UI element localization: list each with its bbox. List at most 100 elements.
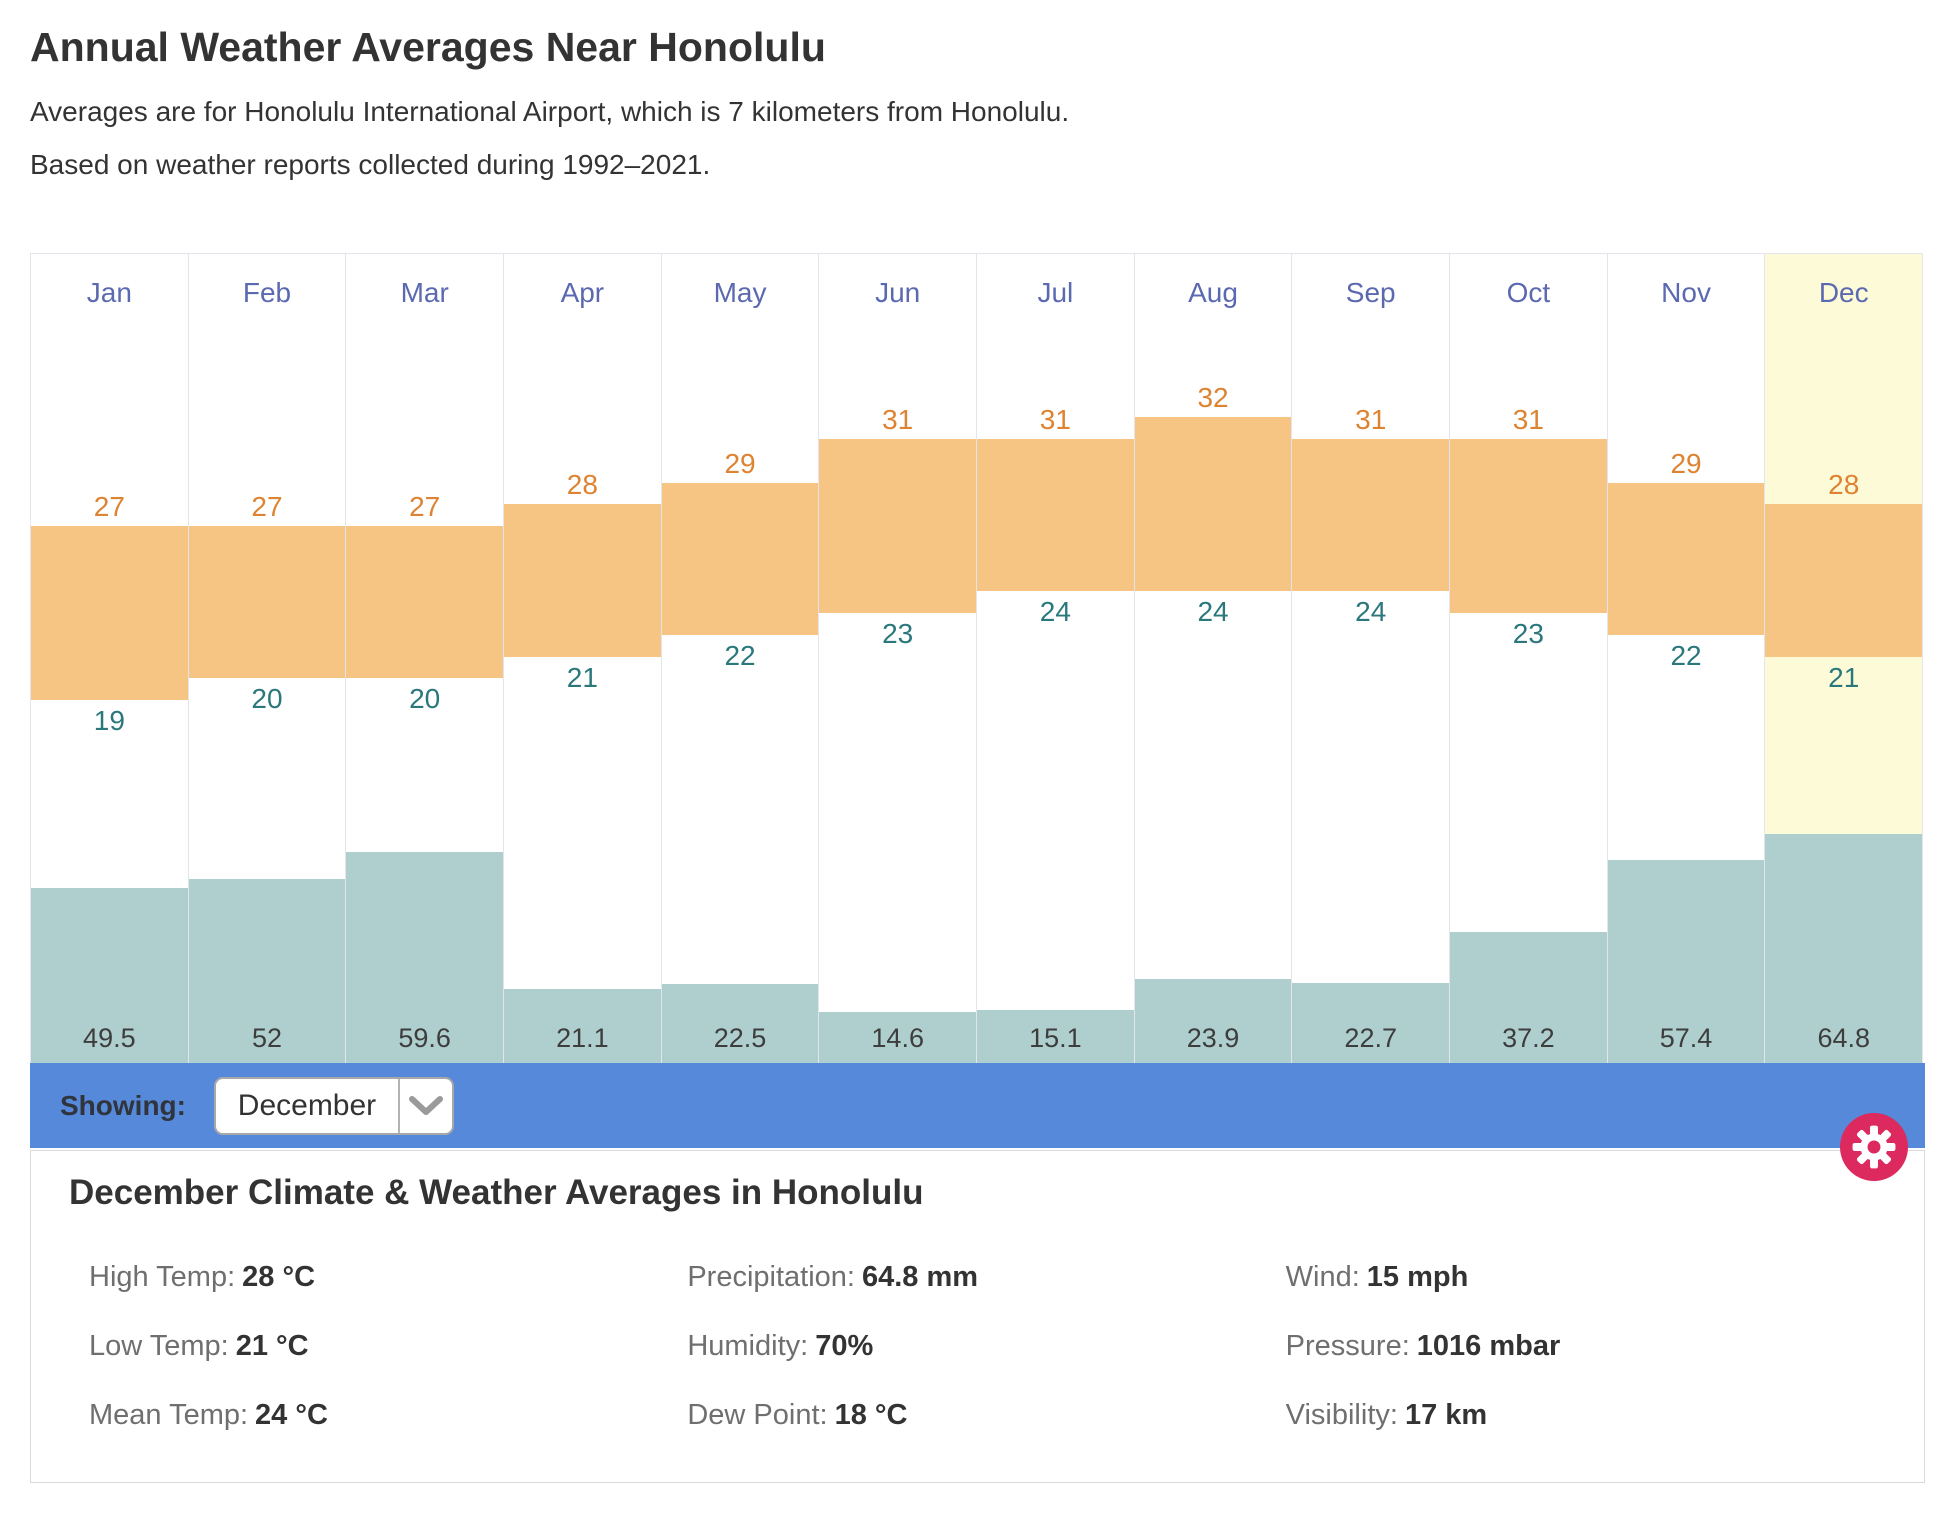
stat-item: Visibility: 17 km: [1286, 1397, 1884, 1433]
temp-range-bar: [346, 526, 504, 679]
high-temp-value: 27: [251, 491, 283, 522]
high-temp-value: 27: [409, 491, 441, 522]
precipitation-value: 37.2: [1502, 1023, 1555, 1053]
stat-value: 24 °C: [255, 1399, 328, 1431]
showing-label: Showing:: [60, 1089, 186, 1121]
low-temp-value: 20: [251, 683, 283, 715]
page-title: Annual Weather Averages Near Honolulu: [30, 24, 826, 70]
precipitation-value: 14.6: [871, 1023, 924, 1053]
month-label: Jun: [875, 277, 921, 308]
stat-label: Pressure:: [1285, 1330, 1410, 1362]
precipitation-value: 22.7: [1344, 1023, 1397, 1053]
month-column-sep: Sep 31 24 22.7: [1292, 254, 1451, 1064]
month-label: Jan: [86, 277, 132, 308]
temp-range-bar: [1134, 417, 1292, 592]
month-column-may: May 29 22 22.5: [661, 254, 820, 1064]
stat-value: 70%: [815, 1330, 874, 1362]
stats-column: High Temp: 28 °C Low Temp: 21 °C Mean Temp: 2…: [89, 1259, 687, 1466]
stat-label: Precipitation:: [687, 1261, 855, 1293]
stat-value: 21 °C: [235, 1330, 309, 1362]
temp-range-bar: [1765, 504, 1923, 657]
low-temp-value: 19: [93, 705, 125, 736]
high-temp-value: 32: [1197, 382, 1229, 414]
precipitation-value: 15.1: [1029, 1023, 1082, 1053]
settings-button[interactable]: [1840, 1113, 1908, 1181]
stats-column: Precipitation: 64.8 mm Humidity: 70% Dew Poi…: [687, 1259, 1285, 1466]
low-temp-value: 20: [409, 683, 441, 715]
stat-label: Humidity:: [687, 1330, 809, 1362]
low-temp-value: 23: [1512, 618, 1544, 649]
month-label: Apr: [560, 277, 605, 308]
stat-label: Dew Point:: [687, 1399, 828, 1431]
precipitation-bar: [819, 1012, 977, 1064]
stat-value: 18 °C: [834, 1399, 908, 1431]
stat-value: 17 km: [1404, 1399, 1488, 1431]
precipitation-bar: [1765, 833, 1923, 1064]
month-label: Dec: [1818, 277, 1869, 308]
temp-range-bar: [1607, 482, 1765, 635]
chevron-down-icon: [400, 1095, 452, 1117]
month-label: May: [713, 277, 767, 308]
precipitation-value: 59.6: [398, 1023, 451, 1053]
high-temp-value: 28: [1828, 469, 1860, 501]
gear-icon: [1851, 1124, 1897, 1170]
temp-range-bar: [819, 439, 977, 613]
weather-chart: Jan 27 19 49.5 Feb 27 20 52 Mar 27 20 59.6 Apr 28 21 21…: [30, 253, 1923, 1064]
stat-item: Wind: 15 mph: [1286, 1259, 1884, 1295]
month-label: Sep: [1345, 277, 1396, 308]
precipitation-bar: [188, 879, 346, 1064]
temp-range-bar: [31, 526, 188, 700]
high-temp-value: 31: [1039, 404, 1071, 435]
month-label: Aug: [1188, 277, 1238, 308]
stats-grid: High Temp: 28 °C Low Temp: 21 °C Mean Temp: 2…: [89, 1259, 1884, 1466]
low-temp-value: 21: [1828, 661, 1860, 693]
month-column-oct: Oct 31 23 37.2: [1450, 254, 1608, 1064]
precipitation-value: 21.1: [556, 1023, 609, 1053]
month-column-jun: Jun 31 23 14.6: [819, 254, 978, 1064]
month-column-jul: Jul 31 24 15.1: [977, 254, 1135, 1064]
low-temp-value: 24: [1039, 596, 1071, 628]
stat-item: Mean Temp: 24 °C: [89, 1397, 687, 1433]
precipitation-bar: [504, 989, 661, 1064]
month-label: Feb: [242, 277, 292, 308]
month-dropdown[interactable]: December: [213, 1076, 454, 1135]
precipitation-bar: [1607, 860, 1765, 1064]
high-temp-value: 29: [724, 447, 756, 479]
stat-value: 28 °C: [242, 1261, 316, 1293]
temp-range-bar: [977, 439, 1134, 592]
stat-item: Humidity: 70%: [687, 1328, 1285, 1364]
month-column-mar: Mar 27 20 59.6: [346, 254, 505, 1064]
month-label: Mar: [400, 277, 449, 308]
precipitation-value: 64.8: [1817, 1023, 1870, 1053]
temp-range-bar: [504, 504, 661, 657]
month-column-nov: Nov 29 22 57.4: [1607, 254, 1766, 1064]
precipitation-value: 52: [251, 1023, 283, 1053]
low-temp-value: 22: [1670, 639, 1702, 671]
temp-range-bar: [1292, 439, 1450, 592]
precipitation-bar: [1292, 983, 1450, 1064]
high-temp-value: 31: [1355, 404, 1387, 435]
stat-value: 1016 mbar: [1416, 1330, 1561, 1362]
precipitation-value: 57.4: [1659, 1023, 1713, 1053]
stat-item: Precipitation: 64.8 mm: [687, 1259, 1285, 1295]
subtitle-period: Based on weather reports collected durin…: [30, 149, 711, 180]
low-temp-value: 22: [724, 639, 756, 671]
month-detail-panel: December Climate & Weather Averages in H…: [30, 1150, 1925, 1483]
month-column-dec: Dec 28 21 64.8: [1765, 254, 1923, 1064]
precipitation-bar: [1450, 931, 1607, 1064]
precipitation-bar: [31, 888, 188, 1064]
stat-label: Visibility:: [1285, 1399, 1398, 1431]
month-column-jan: Jan 27 19 49.5: [31, 254, 189, 1064]
stat-item: High Temp: 28 °C: [89, 1259, 687, 1295]
high-temp-value: 27: [93, 491, 125, 522]
high-temp-value: 31: [1512, 404, 1544, 435]
panel-heading: December Climate & Weather Averages in H…: [69, 1173, 924, 1212]
stat-item: Pressure: 1016 mbar: [1286, 1328, 1884, 1364]
high-temp-value: 29: [1670, 447, 1702, 479]
precipitation-bar: [661, 984, 819, 1064]
month-label: Jul: [1037, 277, 1074, 308]
low-temp-value: 21: [566, 661, 598, 693]
stat-value: 64.8 mm: [861, 1261, 979, 1293]
high-temp-value: 31: [882, 404, 914, 435]
stats-column: Wind: 15 mph Pressure: 1016 mbar Visibility:…: [1286, 1259, 1884, 1466]
